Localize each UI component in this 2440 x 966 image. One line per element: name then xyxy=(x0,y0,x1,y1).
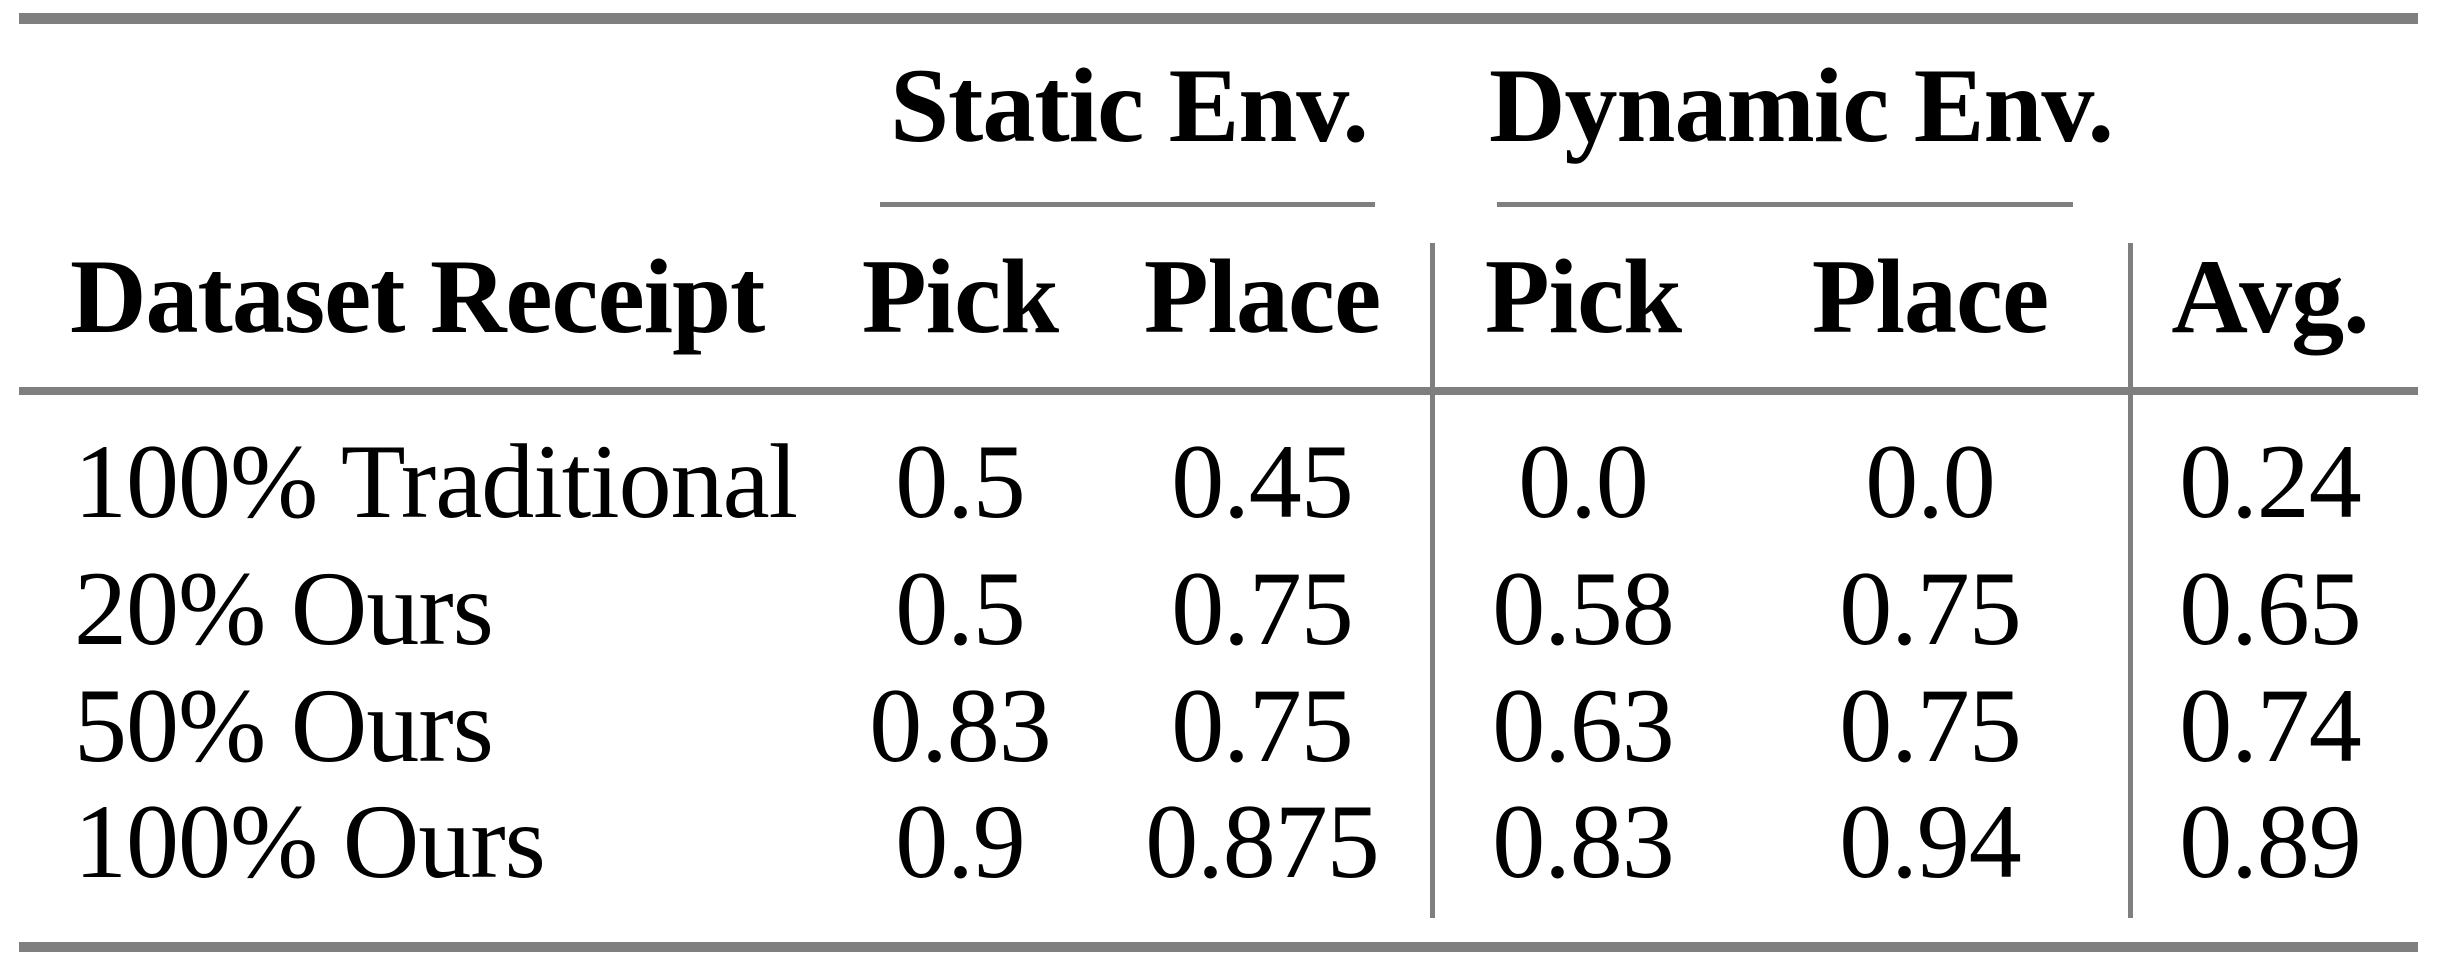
bottom-rule xyxy=(19,942,2418,952)
cell-row3-label: 50% Ours xyxy=(74,667,494,784)
cell-row1-static-pick: 0.5 xyxy=(895,423,1025,540)
dynamic-env-underline xyxy=(1497,202,2073,207)
cell-row1-dynamic-pick: 0.0 xyxy=(1518,423,1648,540)
col-header-avg: Avg. xyxy=(2171,238,2369,355)
cell-row2-label: 20% Ours xyxy=(74,550,494,667)
col-header-static-pick: Pick xyxy=(861,238,1059,355)
cell-row4-dynamic-pick: 0.83 xyxy=(1492,783,1674,900)
cell-row4-label: 100% Ours xyxy=(74,783,546,900)
cell-row3-dynamic-place: 0.75 xyxy=(1839,667,2021,784)
col-header-dataset-receipt: Dataset Receipt xyxy=(70,238,765,355)
col-header-static-place: Place xyxy=(1143,238,1381,355)
cell-row3-static-place: 0.75 xyxy=(1171,667,1353,784)
top-rule xyxy=(19,13,2418,24)
column-separator-static-dynamic xyxy=(1430,243,1435,918)
cell-row2-static-place: 0.75 xyxy=(1171,550,1353,667)
column-separator-dynamic-avg xyxy=(2128,243,2133,918)
cell-row4-dynamic-place: 0.94 xyxy=(1839,783,2021,900)
cell-row3-avg: 0.74 xyxy=(2179,667,2361,784)
cell-row2-dynamic-place: 0.75 xyxy=(1839,550,2021,667)
col-group-static-env: Static Env. xyxy=(890,47,1369,164)
cell-row4-avg: 0.89 xyxy=(2179,783,2361,900)
cell-row4-static-pick: 0.9 xyxy=(895,783,1025,900)
cell-row2-static-pick: 0.5 xyxy=(895,550,1025,667)
col-group-dynamic-env: Dynamic Env. xyxy=(1488,47,2114,164)
cell-row2-dynamic-pick: 0.58 xyxy=(1492,550,1674,667)
cell-row3-static-pick: 0.83 xyxy=(869,667,1051,784)
col-header-dynamic-pick: Pick xyxy=(1484,238,1682,355)
cell-row3-dynamic-pick: 0.63 xyxy=(1492,667,1674,784)
col-header-dynamic-place: Place xyxy=(1811,238,2049,355)
cell-row1-dynamic-place: 0.0 xyxy=(1865,423,1995,540)
cell-row1-static-place: 0.45 xyxy=(1171,423,1353,540)
static-env-underline xyxy=(880,202,1375,207)
cell-row1-label: 100% Traditional xyxy=(74,423,798,540)
header-body-rule xyxy=(19,387,2418,395)
cell-row2-avg: 0.65 xyxy=(2179,550,2361,667)
cell-row1-avg: 0.24 xyxy=(2179,423,2361,540)
cell-row4-static-place: 0.875 xyxy=(1145,783,1379,900)
